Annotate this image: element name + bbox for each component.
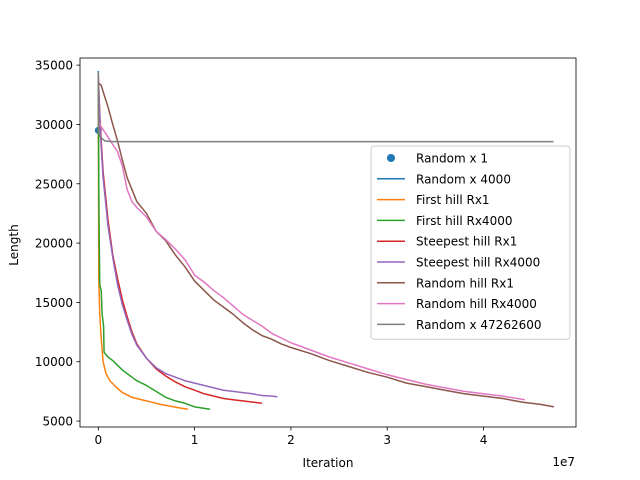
legend-label: Random x 4000 bbox=[416, 172, 511, 186]
legend-box bbox=[370, 145, 571, 340]
y-tick-label: 30000 bbox=[35, 118, 73, 132]
y-tick-label: 25000 bbox=[35, 177, 73, 191]
legend-label: Random x 1 bbox=[416, 152, 488, 166]
y-axis-label: Length bbox=[7, 224, 21, 265]
legend: Random x 1 Random x 4000 First hill Rx1 Fir… bbox=[370, 145, 571, 340]
y-axis: 5000 10000 15000 20000 25000 30000 35000 bbox=[35, 59, 80, 429]
x-tick-label: 4 bbox=[480, 433, 488, 447]
legend-label: Steepest hill Rx1 bbox=[416, 235, 517, 249]
x-axis-offset-label: 1e7 bbox=[552, 455, 575, 469]
series-line-3 bbox=[97, 74, 211, 410]
legend-label: First hill Rx1 bbox=[416, 193, 490, 207]
series-line-8 bbox=[97, 72, 554, 143]
x-tick-label: 2 bbox=[287, 433, 295, 447]
axes-frame bbox=[79, 57, 577, 428]
series-line-2 bbox=[97, 76, 188, 410]
y-tick-label: 20000 bbox=[35, 237, 73, 251]
legend-label: Steepest hill Rx4000 bbox=[416, 256, 540, 270]
series-line-7 bbox=[97, 120, 526, 401]
y-tick-label: 10000 bbox=[35, 355, 73, 369]
legend-label: Random hill Rx1 bbox=[416, 276, 514, 290]
x-tick-label: 1 bbox=[191, 433, 199, 447]
series-line-5 bbox=[97, 76, 278, 398]
y-tick-label: 35000 bbox=[35, 59, 73, 73]
legend-label: First hill Rx4000 bbox=[416, 214, 512, 228]
x-axis: 0 1 2 3 4 bbox=[94, 427, 487, 447]
y-tick-label: 15000 bbox=[35, 296, 73, 310]
series-line-6 bbox=[97, 82, 554, 408]
x-axis-label: Iteration bbox=[303, 456, 354, 470]
y-tick-label: 5000 bbox=[42, 415, 73, 429]
x-tick-label: 0 bbox=[94, 433, 102, 447]
legend-label: Random hill Rx4000 bbox=[416, 297, 537, 311]
x-tick-label: 3 bbox=[383, 433, 391, 447]
legend-marker bbox=[387, 154, 395, 162]
legend-label: Random x 47262600 bbox=[416, 318, 542, 332]
plot-area bbox=[94, 71, 554, 410]
